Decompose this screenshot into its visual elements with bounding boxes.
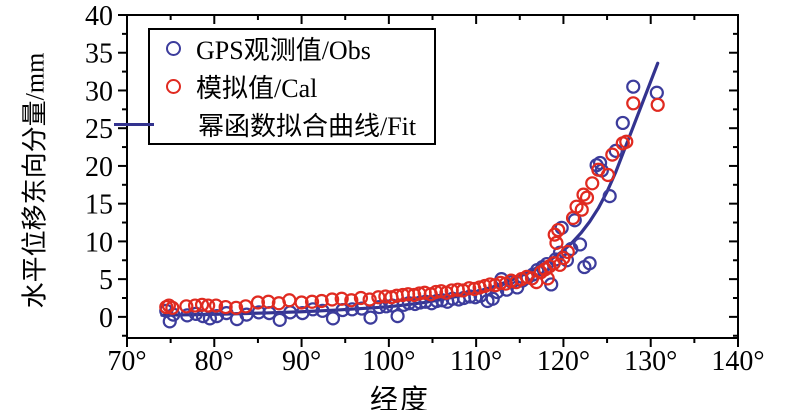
data-point-obs: [251, 305, 266, 320]
data-point-cal: [229, 300, 244, 315]
y-tick-label: 40: [85, 1, 113, 32]
data-point-obs: [582, 256, 597, 271]
data-point-cal: [344, 293, 359, 308]
x-tick-label: 70°: [107, 346, 146, 377]
legend-item-label: 模拟值/Cal: [196, 74, 318, 103]
data-point-obs: [363, 310, 378, 325]
data-point-cal: [304, 294, 320, 309]
x-tick-label: 80°: [195, 346, 234, 377]
data-point-cal: [650, 97, 665, 112]
data-point-cal: [250, 295, 266, 310]
data-point-cal: [619, 134, 634, 149]
data-point-cal: [165, 300, 180, 315]
data-point-cal: [605, 147, 620, 162]
data-point-cal: [201, 298, 216, 313]
data-point-obs: [608, 143, 623, 158]
data-point-obs: [572, 237, 588, 252]
data-point-obs: [615, 115, 630, 131]
data-point-cal: [560, 244, 575, 260]
data-point-obs: [626, 79, 641, 94]
data-point-obs: [489, 284, 505, 300]
data-point-cal: [579, 190, 595, 205]
data-point-obs: [345, 302, 360, 317]
data-point-cal: [551, 222, 566, 238]
legend-item-obs: GPS观测值/Obs: [150, 30, 434, 68]
fit-line-marker-icon: [114, 122, 154, 126]
data-point-cal: [428, 284, 444, 300]
y-tick-label: 15: [85, 190, 113, 221]
x-tick-label: 100°: [362, 346, 415, 377]
data-point-obs: [162, 314, 177, 329]
data-point-obs: [602, 189, 617, 204]
x-axis-title: 经度: [369, 385, 430, 410]
x-tick-label: 110°: [450, 346, 502, 377]
obs-circle-marker-icon: [165, 41, 181, 57]
data-point-cal: [585, 176, 600, 191]
data-point-cal: [552, 257, 568, 272]
data-point-cal: [626, 96, 641, 111]
data-point-obs: [180, 308, 195, 323]
data-point-cal: [600, 167, 616, 183]
data-point-obs: [372, 299, 387, 315]
data-point-obs: [272, 312, 287, 327]
data-point-obs: [354, 301, 369, 316]
data-point-cal: [261, 294, 276, 309]
data-point-cal: [208, 298, 224, 313]
data-point-cal: [574, 202, 589, 217]
x-tick-label: 120°: [537, 346, 590, 377]
data-point-cal: [576, 187, 591, 202]
legend-item-label: 幂函数拟合曲线/Fit: [198, 111, 417, 141]
data-point-obs: [325, 311, 341, 326]
data-point-obs: [592, 155, 608, 171]
data-point-obs: [209, 309, 225, 324]
data-point-cal: [353, 290, 369, 306]
legend-item-label: GPS观测值/Obs: [196, 36, 371, 66]
x-tick-label: 90°: [282, 346, 321, 377]
legend-item-fit: 幂函数拟合曲线/Fit: [114, 105, 434, 143]
data-point-obs: [315, 303, 330, 318]
y-tick-label: 35: [85, 39, 113, 70]
data-point-cal: [179, 299, 194, 314]
x-tick-label: 140°: [711, 346, 764, 377]
y-tick-label: 25: [85, 114, 113, 145]
data-point-cal: [483, 277, 498, 292]
data-point-cal: [238, 299, 253, 314]
data-point-cal: [325, 292, 340, 307]
data-point-cal: [218, 299, 233, 315]
data-point-obs: [567, 213, 582, 228]
data-point-cal: [334, 291, 349, 306]
y-tick-label: 30: [85, 76, 113, 107]
legend-item-cal: 模拟值/Cal: [150, 68, 434, 106]
cal-circle-marker-icon: [165, 79, 181, 94]
y-tick-label: 20: [85, 152, 113, 183]
y-tick-label: 0: [99, 303, 113, 334]
x-tick-label: 130°: [624, 346, 677, 377]
y-tick-label: 10: [85, 227, 113, 258]
legend: GPS观测值/Obs 模拟值/Cal 幂函数拟合曲线/Fit: [114, 28, 436, 145]
data-point-cal: [362, 292, 377, 307]
data-point-cal: [194, 297, 210, 312]
y-axis-title: 水平位移东向分量/mm: [20, 52, 50, 309]
data-point-cal: [314, 293, 329, 309]
data-point-cal: [462, 281, 477, 296]
data-point-obs: [390, 309, 405, 324]
data-point-obs: [305, 302, 321, 317]
data-point-cal: [294, 295, 309, 310]
y-tick-label: 5: [99, 265, 113, 296]
